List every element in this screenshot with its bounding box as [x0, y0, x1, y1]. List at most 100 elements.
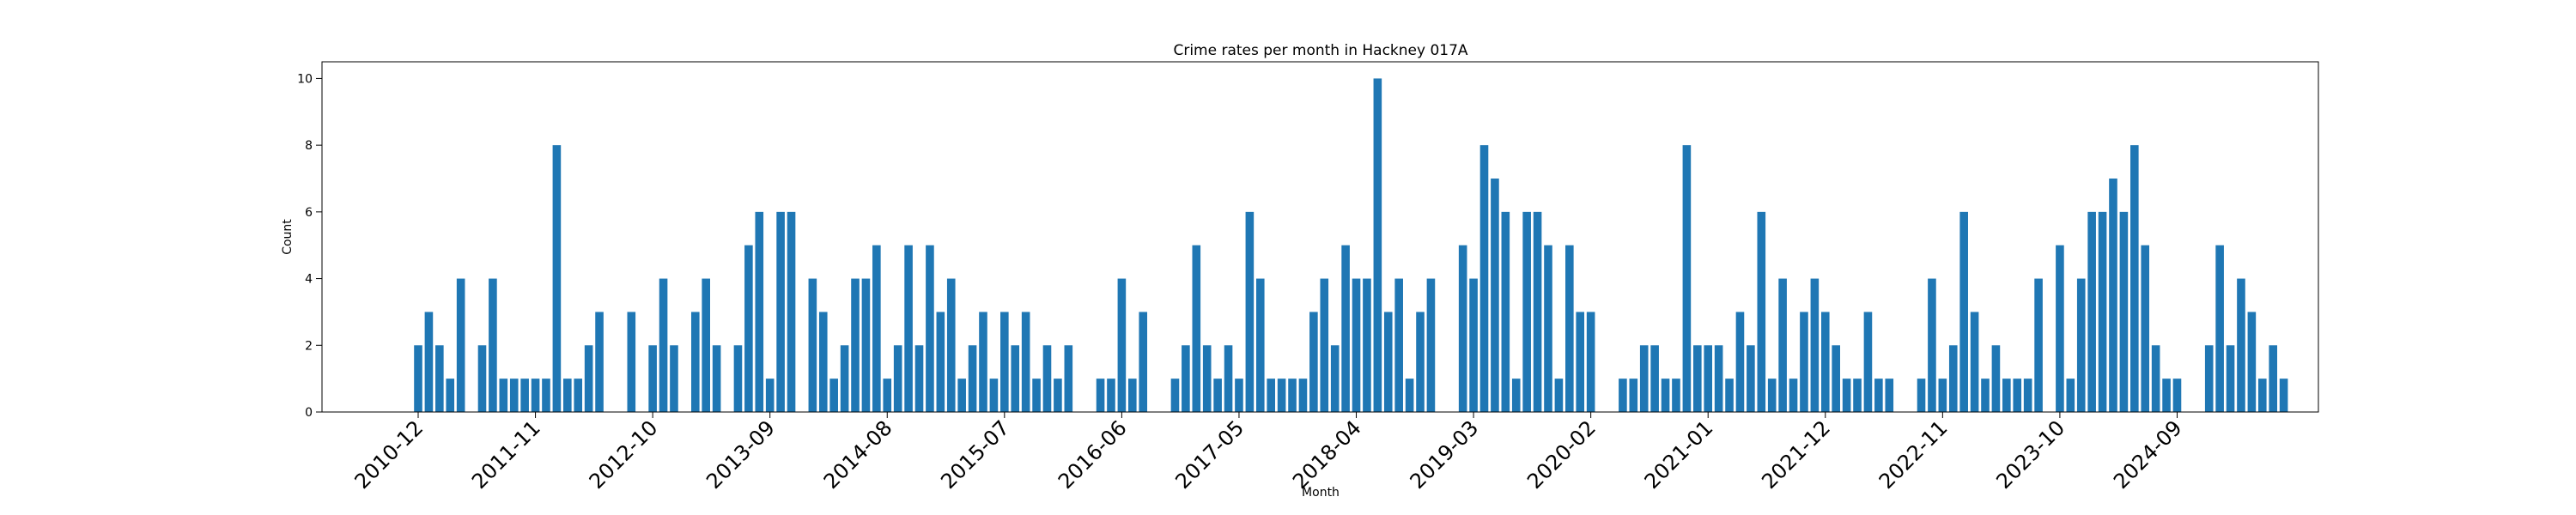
- bar: [1970, 312, 1979, 412]
- bar: [1128, 379, 1137, 412]
- bar: [1863, 312, 1873, 412]
- bar: [1619, 379, 1627, 412]
- bar: [904, 245, 913, 412]
- bar: [2013, 379, 2022, 412]
- bar: [893, 345, 902, 412]
- x-tick-label: 2012-10: [585, 415, 663, 494]
- x-tick-label: 2019-03: [1406, 415, 1484, 494]
- bar: [2002, 379, 2011, 412]
- bar: [552, 145, 562, 412]
- x-tick-label: 2021-12: [1757, 415, 1835, 494]
- bar: [1363, 278, 1371, 412]
- bar: [1885, 379, 1894, 412]
- bar: [648, 345, 657, 412]
- bar: [1938, 379, 1947, 412]
- bar: [1298, 379, 1308, 412]
- bar: [1842, 379, 1851, 412]
- bar: [2098, 211, 2107, 412]
- bar: [1789, 379, 1798, 412]
- bar: [926, 245, 934, 412]
- bar: [509, 379, 519, 412]
- x-axis-label: Month: [1302, 486, 1340, 500]
- bar: [1725, 379, 1734, 412]
- plot-frame: [321, 61, 2319, 413]
- bar: [1309, 312, 1318, 412]
- bar: [936, 312, 945, 412]
- bar: [2269, 345, 2278, 412]
- bar: [489, 278, 497, 412]
- bar: [574, 379, 583, 412]
- bar: [1767, 379, 1777, 412]
- bar: [1182, 345, 1190, 412]
- bar: [776, 211, 785, 412]
- bars-group: [414, 78, 2288, 413]
- bar: [1192, 245, 1201, 412]
- bar: [1394, 278, 1403, 412]
- bar: [2034, 278, 2043, 412]
- x-tick-label: 2016-06: [1054, 415, 1132, 494]
- bar: [1479, 145, 1489, 412]
- bar: [733, 345, 743, 412]
- bar: [1224, 345, 1233, 412]
- bar: [414, 345, 422, 412]
- bar: [1000, 312, 1009, 412]
- y-axis-label: Count: [281, 219, 295, 255]
- x-tick-label: 2015-07: [936, 415, 1014, 494]
- bar: [851, 278, 860, 412]
- bar: [1874, 379, 1883, 412]
- x-tick-label: 2024-09: [2109, 415, 2187, 494]
- x-tick-label: 2022-11: [1874, 415, 1953, 494]
- bar: [1928, 278, 1936, 412]
- bar: [2056, 245, 2064, 412]
- bar: [1917, 379, 1926, 412]
- bar: [946, 278, 956, 412]
- bar: [1714, 345, 1723, 412]
- bar: [1511, 379, 1521, 412]
- bar: [1320, 278, 1329, 412]
- bar: [883, 379, 892, 412]
- bar: [2076, 278, 2086, 412]
- bar: [808, 278, 817, 412]
- bar: [1747, 345, 1755, 412]
- bar: [595, 312, 604, 412]
- y-tick-label: 8: [305, 139, 313, 153]
- y-tick-label: 6: [305, 206, 313, 220]
- bar: [1341, 245, 1350, 412]
- y-tick-label: 4: [305, 273, 313, 287]
- bar: [1810, 278, 1820, 412]
- bar: [1778, 278, 1787, 412]
- y-tick-label: 2: [305, 339, 313, 353]
- bar: [1352, 278, 1361, 412]
- bar: [979, 312, 987, 412]
- bar: [1757, 211, 1766, 412]
- bar: [1213, 379, 1222, 412]
- bar: [1544, 245, 1552, 412]
- bar: [1650, 345, 1659, 412]
- bar: [1800, 312, 1808, 412]
- bar: [1267, 379, 1275, 412]
- bar: [2215, 245, 2224, 412]
- bar: [542, 379, 550, 412]
- bar: [477, 345, 487, 412]
- bar: [520, 379, 529, 412]
- y-tick-label: 0: [305, 406, 313, 420]
- bar: [957, 379, 966, 412]
- bar: [1991, 345, 2001, 412]
- bar: [1107, 379, 1115, 412]
- bar: [765, 379, 775, 412]
- x-tick-label: 2023-10: [1991, 415, 2069, 494]
- bar: [2257, 379, 2267, 412]
- bar: [1576, 312, 1585, 412]
- bar: [2151, 345, 2160, 412]
- bar: [2279, 379, 2288, 412]
- bar: [1554, 379, 1564, 412]
- bar: [1117, 278, 1127, 412]
- x-tick-label: 2011-11: [467, 415, 545, 494]
- y-axis: 0 2 4 6 8 10: [297, 72, 322, 420]
- bar: [531, 379, 540, 412]
- bar: [1096, 379, 1105, 412]
- bar: [1735, 312, 1745, 412]
- bar: [584, 345, 593, 412]
- x-axis: 2010-12 2011-11 2012-10 2013-09 2014-08 2015-…: [350, 412, 2187, 494]
- chart-title: Crime rates per month in Hackney 017A: [1173, 42, 1467, 59]
